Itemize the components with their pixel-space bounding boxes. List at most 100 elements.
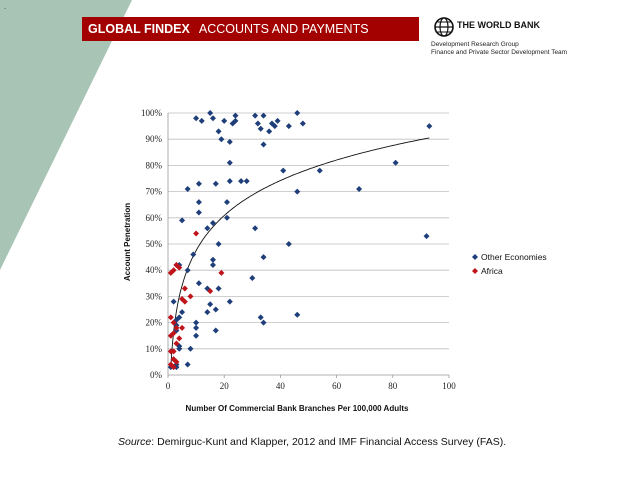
x-tick-label: 40 bbox=[276, 381, 286, 391]
x-axis-title: Number Of Commercial Bank Branches Per 1… bbox=[186, 404, 409, 413]
y-tick-label: 80% bbox=[146, 160, 163, 170]
legend-marker bbox=[472, 268, 478, 274]
point-other-economies bbox=[249, 275, 256, 282]
source-text: : Demirguc-Kunt and Klapper, 2012 and IM… bbox=[151, 436, 507, 448]
point-other-economies bbox=[215, 128, 222, 135]
legend-label: Africa bbox=[481, 266, 503, 276]
point-other-economies bbox=[187, 345, 194, 352]
point-africa bbox=[167, 269, 174, 276]
point-other-economies bbox=[257, 125, 264, 132]
point-other-economies bbox=[218, 136, 225, 143]
legend-label: Other Economies bbox=[481, 252, 547, 262]
point-other-economies bbox=[198, 117, 205, 124]
point-other-economies bbox=[193, 332, 200, 339]
point-other-economies bbox=[274, 117, 281, 124]
point-africa bbox=[173, 324, 180, 331]
point-other-economies bbox=[252, 225, 259, 232]
point-other-economies bbox=[195, 199, 202, 206]
point-africa bbox=[170, 319, 177, 326]
y-tick-label: 30% bbox=[146, 291, 163, 301]
point-africa bbox=[173, 340, 180, 347]
x-tick-label: 0 bbox=[166, 381, 171, 391]
point-other-economies bbox=[193, 115, 200, 122]
y-axis-title: Account Penetration bbox=[123, 203, 132, 281]
point-africa bbox=[167, 348, 174, 355]
point-other-economies bbox=[193, 324, 200, 331]
point-other-economies bbox=[221, 117, 228, 124]
point-other-economies bbox=[204, 309, 211, 316]
x-tick-label: 20 bbox=[220, 381, 230, 391]
point-other-economies bbox=[207, 110, 214, 116]
x-tick-label: 80 bbox=[388, 381, 398, 391]
point-other-economies bbox=[271, 123, 278, 130]
point-other-economies bbox=[254, 120, 261, 127]
point-other-economies bbox=[207, 301, 214, 308]
point-africa bbox=[176, 264, 183, 271]
point-other-economies bbox=[232, 117, 239, 124]
point-other-economies bbox=[179, 217, 186, 224]
point-other-economies bbox=[280, 167, 287, 174]
point-other-economies bbox=[179, 309, 186, 316]
globe-icon bbox=[434, 17, 454, 37]
point-other-economies bbox=[170, 298, 177, 305]
point-other-economies bbox=[392, 159, 399, 166]
logo-subtitle-2: Finance and Private Sector Development T… bbox=[431, 49, 568, 56]
point-africa bbox=[173, 358, 180, 365]
point-other-economies bbox=[285, 123, 292, 130]
point-africa bbox=[176, 335, 183, 342]
point-other-economies bbox=[232, 112, 239, 119]
point-other-economies bbox=[266, 128, 273, 135]
header-title-rest: ACCOUNTS AND PAYMENTS bbox=[198, 22, 369, 36]
legend-marker bbox=[472, 254, 478, 260]
point-other-economies bbox=[226, 298, 233, 305]
y-tick-label: 100% bbox=[141, 108, 163, 118]
point-other-economies bbox=[209, 115, 216, 122]
point-other-economies bbox=[224, 214, 231, 221]
point-other-economies bbox=[316, 167, 323, 174]
point-other-economies bbox=[184, 267, 191, 274]
source-note: Source: Demirguc-Kunt and Klapper, 2012 … bbox=[118, 436, 506, 448]
corner-decoration bbox=[0, 0, 132, 270]
point-other-economies bbox=[243, 178, 250, 185]
point-other-economies bbox=[260, 319, 267, 326]
y-tick-labels: 0% 10% 20% 30% 40% 50% 60% 70% 80% 90% 100% bbox=[141, 108, 163, 380]
point-other-economies bbox=[257, 314, 264, 321]
point-other-economies bbox=[226, 178, 233, 185]
point-africa bbox=[167, 332, 174, 339]
y-tick-label: 70% bbox=[146, 187, 163, 197]
point-other-economies bbox=[285, 241, 292, 247]
point-other-economies bbox=[260, 112, 267, 119]
y-tick-label: 10% bbox=[146, 344, 163, 354]
point-other-economies bbox=[195, 180, 202, 187]
point-africa bbox=[218, 269, 225, 276]
logo-name: THE WORLD BANK bbox=[457, 20, 540, 30]
point-other-economies bbox=[212, 327, 219, 334]
point-other-economies bbox=[215, 241, 222, 247]
point-africa bbox=[167, 314, 174, 321]
point-other-economies bbox=[260, 141, 267, 148]
y-tick-label: 60% bbox=[146, 213, 163, 223]
data-points bbox=[167, 110, 433, 371]
point-africa bbox=[193, 230, 200, 237]
point-africa bbox=[170, 364, 177, 371]
y-tick-label: 40% bbox=[146, 265, 163, 275]
point-other-economies bbox=[184, 185, 191, 192]
point-other-economies bbox=[190, 251, 197, 258]
y-tick-label: 90% bbox=[146, 134, 163, 144]
point-other-economies bbox=[294, 311, 301, 318]
header-title-bold: GLOBAL FINDEX bbox=[88, 22, 190, 36]
point-africa bbox=[181, 285, 188, 292]
y-tick-label: 0% bbox=[150, 370, 163, 380]
point-other-economies bbox=[209, 256, 216, 263]
point-other-economies bbox=[209, 220, 216, 227]
point-other-economies bbox=[226, 138, 233, 145]
point-other-economies bbox=[195, 209, 202, 216]
legend: Other Economies Africa bbox=[472, 252, 547, 276]
logo-subtitle-1: Development Research Group bbox=[431, 41, 519, 48]
point-other-economies bbox=[226, 159, 233, 166]
point-other-economies bbox=[423, 233, 430, 240]
x-tick-label: 100 bbox=[442, 381, 456, 391]
point-other-economies bbox=[215, 285, 222, 292]
point-africa bbox=[179, 324, 186, 331]
